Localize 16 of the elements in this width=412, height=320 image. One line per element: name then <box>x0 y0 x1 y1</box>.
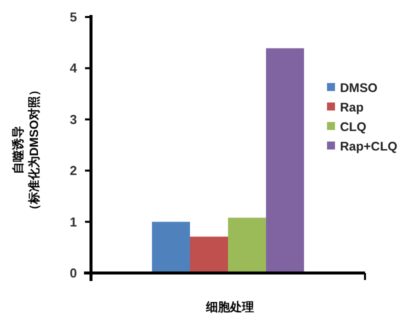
y-axis-title: 自噬诱导（标准化为DMSO对照） <box>11 84 41 216</box>
legend-label: DMSO <box>340 81 378 95</box>
x-axis-title: 细胞处理 <box>205 300 254 314</box>
bar <box>266 48 304 273</box>
bar <box>190 236 228 273</box>
legend-label: CLQ <box>340 120 367 134</box>
y-tick-label: 1 <box>70 214 77 230</box>
y-tick-label: 2 <box>70 163 77 178</box>
y-tick-label: 0 <box>70 266 77 280</box>
bar <box>228 218 266 273</box>
y-tick-label: 4 <box>70 60 78 76</box>
y-tick-label: 3 <box>70 112 77 127</box>
legend-label: Rap+CLQ <box>340 140 398 154</box>
legend-label: Rap <box>340 100 364 114</box>
bar <box>152 222 190 273</box>
y-tick-label: 5 <box>70 10 77 24</box>
